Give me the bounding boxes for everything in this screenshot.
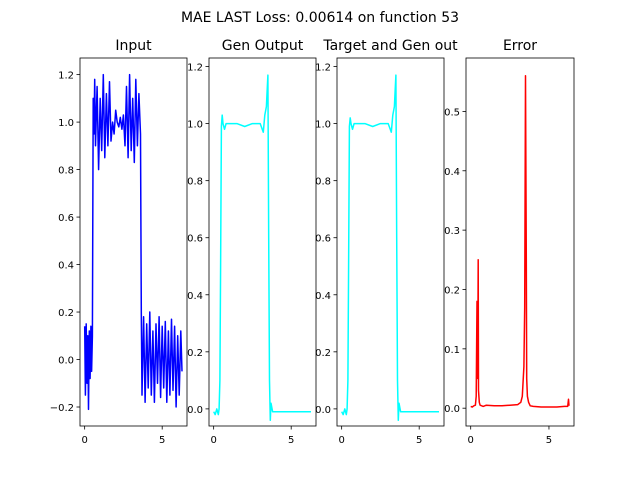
data-line: [470, 75, 570, 408]
axes-frame: [79, 57, 188, 427]
x-tick-label: 0: [338, 435, 344, 446]
y-tick-label: 1.2: [187, 63, 203, 74]
subplot-title: Input: [115, 38, 152, 54]
y-tick-label: 1.2: [58, 71, 74, 82]
y-tick-label: 0.0: [315, 405, 331, 416]
y-tick-label: 0.4: [315, 291, 331, 302]
y-tick-label: 0.6: [315, 234, 331, 245]
y-tick-label: 0.6: [58, 213, 74, 224]
y-tick-label: 0.8: [315, 177, 331, 188]
axes-frame: [208, 57, 317, 427]
x-tick-label: 5: [288, 435, 294, 446]
y-tick-label: 1.0: [315, 120, 331, 131]
axes-frame: [336, 57, 445, 427]
x-tick-label: 0: [210, 435, 216, 446]
y-tick-label: 0.8: [58, 166, 74, 177]
subplot-1: Input −0.2 0.0 0.2 0.4 0.6 0.8 1.0 1.2 0 5: [50, 38, 188, 446]
y-tick-label: 0.4: [444, 167, 460, 178]
x-tick-label: 5: [416, 435, 422, 446]
data-line: [341, 74, 439, 422]
y-tick-label: 0.1: [444, 345, 460, 356]
y-tick-label: 1.2: [315, 63, 331, 74]
subplot-title: Error: [503, 38, 537, 54]
subplot-4: Error 0.0 0.1 0.2 0.3 0.4 0.5 0 5: [444, 38, 575, 446]
subplot-title: Target and Gen out: [322, 38, 458, 54]
axes-frame: [465, 57, 575, 427]
y-tick-label: 0.2: [187, 348, 203, 359]
y-tick-label: 0.3: [444, 226, 460, 237]
y-tick-label: 1.0: [58, 118, 74, 129]
y-tick-label: 0.4: [187, 291, 203, 302]
y-tick-label: −0.2: [50, 403, 74, 414]
subplot-3: Target and Gen out 0.0 0.2 0.4 0.6 0.8 1.0 1.2 0…: [315, 38, 458, 446]
data-line: [83, 73, 183, 411]
y-tick-label: 0.5: [444, 107, 460, 118]
x-tick-label: 5: [546, 435, 552, 446]
y-tick-label: 0.0: [187, 405, 203, 416]
y-tick-label: 0.4: [58, 261, 74, 272]
y-tick-label: 1.0: [187, 120, 203, 131]
y-tick-label: 0.2: [444, 285, 460, 296]
x-tick-label: 0: [81, 435, 87, 446]
y-tick-label: 0.2: [315, 348, 331, 359]
subplot-title: Gen Output: [222, 38, 304, 54]
y-tick-label: 0.8: [187, 177, 203, 188]
subplot-2: Gen Output 0.0 0.2 0.4 0.6 0.8 1.0 1.2 0 5: [187, 38, 317, 446]
y-tick-label: 0.0: [444, 404, 460, 415]
figure-suptitle: MAE LAST Loss: 0.00614 on function 53: [181, 10, 459, 26]
y-tick-label: 0.6: [187, 234, 203, 245]
data-line: [213, 74, 311, 422]
x-tick-label: 5: [159, 435, 165, 446]
y-tick-label: 0.2: [58, 308, 74, 319]
y-tick-label: 0.0: [58, 356, 74, 367]
x-tick-label: 0: [468, 435, 474, 446]
